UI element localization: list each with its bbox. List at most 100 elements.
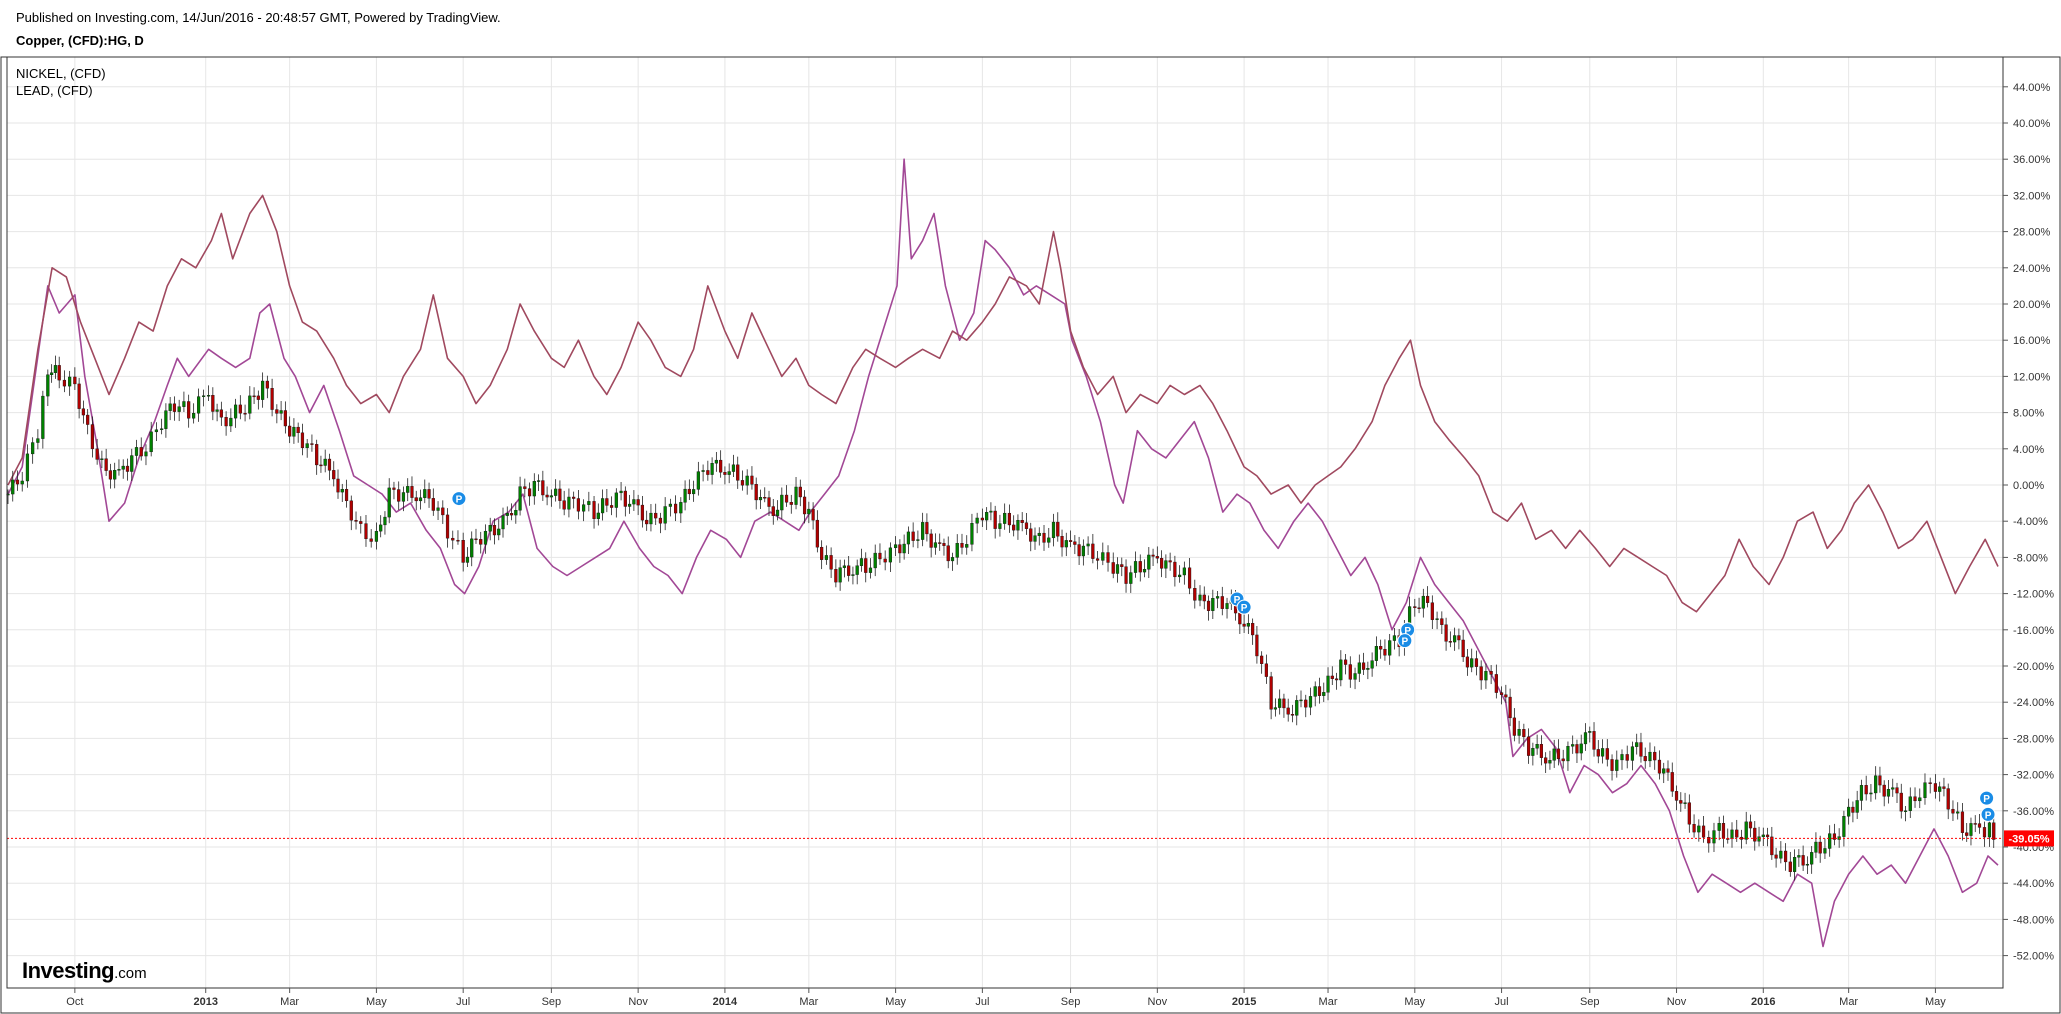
candle-body [1339,659,1343,681]
candle-body [970,523,974,545]
event-marker-label: P [456,495,463,506]
candle-body [888,547,892,563]
candle-body [1679,800,1683,804]
candle-body [894,544,898,549]
candle-body [883,558,887,563]
candle-body [465,556,470,563]
candle-body [834,569,838,583]
candle-body [1814,841,1818,853]
series-layer [6,158,2003,948]
candle-body [692,489,696,495]
candle-body [784,494,789,503]
candle-body [1260,655,1264,664]
candle-body [283,410,287,427]
candle-body [1913,796,1917,802]
candle-body [1425,595,1430,603]
candle-body [1334,678,1339,681]
candle-body [1142,569,1147,573]
candle-body [456,539,460,542]
event-marker-p [1980,806,1996,822]
candle-body [1499,692,1504,695]
candle-body [57,365,61,381]
candle-body [100,458,104,460]
candle-body [1056,521,1060,537]
candle-body [989,510,993,513]
candle-body [802,496,807,515]
candle-body [1977,823,1982,828]
candle-body [523,486,527,489]
candle-body [1735,829,1739,838]
event-marker-label: P [1402,637,1409,648]
x-tick-label: May [1925,996,1946,1008]
candle-body [252,395,256,398]
candle-body [505,513,509,516]
candle-body [229,417,233,427]
candle-body [1522,729,1526,738]
candle-body [1874,775,1878,794]
candle-body [727,471,731,475]
candle-body [238,404,242,414]
candle-body [1788,861,1792,872]
candle-body [1561,758,1565,762]
candle-body [815,519,819,548]
candle-body [1653,751,1657,761]
candle-body [1770,836,1774,856]
candle-body [1430,602,1434,620]
candle-body [1357,662,1361,674]
candle-body [1918,797,1922,802]
candle-body [1024,522,1029,529]
candle-body [423,489,427,498]
candle-body [1151,554,1155,557]
candle-body [104,458,108,471]
candle-body [1215,596,1220,599]
candle-body [1938,786,1942,792]
candle-body [1779,850,1783,859]
candle-body [549,495,553,498]
candle-body [1095,558,1100,561]
event-marker-p [451,491,467,507]
candle-body [663,506,667,524]
candle-body [1666,768,1670,773]
candle-body [1730,829,1734,840]
event-marker-p [1236,599,1252,615]
candle-body [710,463,714,475]
candle-body [300,432,305,449]
candle-body [1956,811,1960,814]
candle-body [41,395,45,439]
candle-body [1322,692,1326,696]
candle-body [1494,674,1498,693]
candle-body [68,376,72,387]
candle-body [492,525,497,536]
x-tick-label: Mar [1319,996,1338,1008]
candle-body [1903,810,1908,812]
candle-body [1670,772,1674,792]
candle-body [1068,540,1073,542]
candle-body [1566,746,1570,762]
candle-body [108,470,113,480]
candle-body [144,451,148,457]
event-marker-label: P [1241,603,1248,614]
candle-body [1012,524,1016,531]
candle-body [1440,618,1444,625]
candle-body [168,403,172,411]
candle-body [1864,785,1868,795]
candle-body [1717,823,1721,831]
candle-body [1908,796,1912,811]
y-tick-label: -16.00% [2013,625,2054,637]
candle-body [332,470,336,480]
candle-body [25,453,30,482]
candle-body [1033,535,1037,542]
candle-body [1592,731,1596,750]
candle-body [1923,782,1927,798]
x-tick-label: Mar [799,996,818,1008]
candle-body [838,567,842,583]
candle-body [736,464,740,481]
candle-body [1348,664,1352,680]
candle-body [354,519,358,522]
candle-body [451,537,455,541]
candle-body [562,500,566,510]
candle-body [767,497,771,507]
candle-body [1077,544,1081,557]
